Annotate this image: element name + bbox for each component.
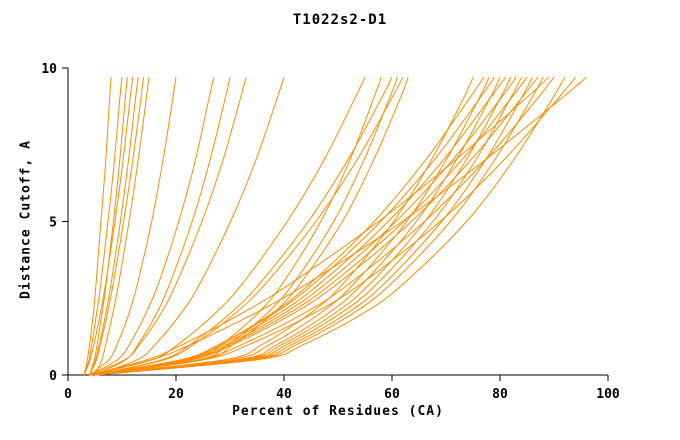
x-tick-label: 0 [64, 387, 72, 402]
chart-title: T1022s2-D1 [292, 12, 388, 28]
model-curve [89, 76, 366, 376]
model-curve [89, 77, 215, 376]
model-curve [89, 76, 587, 376]
y-tick-label: 0 [49, 369, 57, 384]
model-curve [89, 76, 490, 376]
model-curve [94, 76, 555, 376]
model-curve [94, 76, 393, 376]
x-tick-label: 40 [276, 387, 292, 402]
model-curve [94, 76, 533, 376]
model-curve [89, 77, 139, 376]
model-curve [83, 77, 112, 376]
x-tick-label: 80 [492, 387, 508, 402]
model-curve [89, 76, 506, 376]
model-curve [89, 76, 566, 376]
model-curve [89, 77, 247, 376]
model-curve [83, 77, 134, 376]
axes [67, 68, 608, 376]
model-curve [94, 76, 523, 376]
model-curve [94, 76, 501, 376]
x-tick-label: 100 [596, 387, 620, 402]
model-curve [89, 76, 528, 376]
x-tick-label: 20 [168, 387, 184, 402]
model-curve [89, 76, 539, 376]
model-curve [89, 77, 398, 376]
model-curve [94, 76, 512, 376]
model-curve [89, 76, 474, 376]
y-tick-label: 5 [49, 216, 57, 231]
model-curve [94, 77, 150, 376]
model-curve [94, 76, 485, 376]
model-curve [94, 76, 404, 376]
model-curve [89, 77, 177, 376]
x-axis-label: Percent of Residues (CA) [232, 404, 444, 419]
model-curve [94, 76, 576, 376]
model-curve [89, 76, 549, 376]
model-curve [89, 77, 145, 376]
model-curve [89, 76, 496, 376]
model-curve [94, 77, 285, 376]
y-tick-label: 10 [41, 62, 57, 77]
model-curve [83, 77, 123, 376]
x-tick-label: 60 [384, 387, 400, 402]
model-curve [89, 76, 517, 376]
